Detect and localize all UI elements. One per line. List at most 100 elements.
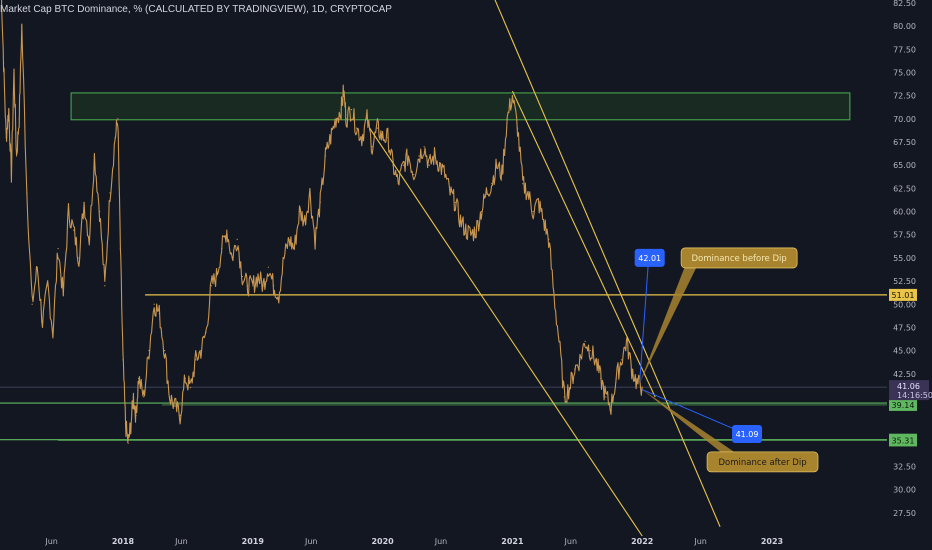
price-point xyxy=(135,414,137,417)
price-point xyxy=(470,234,472,236)
price-point xyxy=(174,405,176,407)
trendline-3 xyxy=(511,90,656,398)
x-tick-label: Jun xyxy=(434,537,448,546)
price-point xyxy=(366,118,368,120)
price-point xyxy=(99,210,101,213)
price-point xyxy=(527,192,529,194)
value-box-bg xyxy=(634,248,665,267)
x-tick-label: 2020 xyxy=(371,537,394,546)
price-point xyxy=(579,359,581,361)
price-point xyxy=(67,210,70,213)
price-point xyxy=(200,350,202,352)
price-point xyxy=(631,368,633,370)
price-point xyxy=(319,201,321,203)
price-point xyxy=(104,285,106,287)
price-point xyxy=(262,285,264,287)
price-point xyxy=(117,118,119,120)
y-tick-label: 57.50 xyxy=(893,231,916,240)
price-point xyxy=(558,340,560,342)
price-point xyxy=(600,377,602,380)
x-tick-label: 2019 xyxy=(242,537,265,546)
price-point xyxy=(444,173,446,176)
y-tick-label: 45.00 xyxy=(893,347,916,356)
y-tick-label: 32.50 xyxy=(893,462,916,471)
axis-tag-label: 39.14 xyxy=(892,401,915,410)
price-point xyxy=(109,192,111,194)
y-tick-label: 67.50 xyxy=(893,138,916,147)
price-point xyxy=(407,155,410,157)
price-point xyxy=(506,118,508,120)
price-point xyxy=(361,136,363,139)
callout-label: Dominance before Dip xyxy=(691,254,786,264)
price-point xyxy=(330,136,332,139)
axis-tag-label: 35.31 xyxy=(892,436,915,445)
price-point xyxy=(465,229,467,231)
price-point xyxy=(26,192,28,194)
price-point xyxy=(620,359,623,361)
price-point xyxy=(247,285,249,287)
price-point xyxy=(132,396,134,398)
price-point xyxy=(537,201,539,203)
price-point xyxy=(122,359,124,361)
y-tick-label: 80.00 xyxy=(893,22,916,31)
price-point xyxy=(47,285,49,287)
price-point xyxy=(241,275,244,278)
x-tick-label: 2018 xyxy=(112,537,135,546)
y-tick-label: 60.00 xyxy=(893,208,916,217)
callout-pointer xyxy=(639,265,698,384)
y-tick-label: 52.50 xyxy=(893,277,916,286)
price-point xyxy=(283,257,285,259)
y-tick-label: 82.50 xyxy=(893,0,916,8)
price-point xyxy=(371,146,373,148)
y-tick-label: 30.00 xyxy=(893,486,916,495)
price-point xyxy=(589,350,591,352)
price-point xyxy=(324,155,327,157)
price-point xyxy=(314,238,316,240)
price-point xyxy=(511,95,513,97)
x-tick-label: Jun xyxy=(174,537,188,546)
trendline-1 xyxy=(369,127,643,537)
price-point xyxy=(449,192,451,194)
current-price-tag xyxy=(889,380,929,401)
price-point xyxy=(88,238,90,240)
price-point xyxy=(392,164,394,166)
price-point xyxy=(433,155,436,157)
price-point xyxy=(184,377,186,380)
price-point xyxy=(485,192,488,194)
price-point xyxy=(288,238,290,240)
price-point xyxy=(340,109,342,111)
price-point xyxy=(626,340,628,342)
price-point xyxy=(179,414,181,417)
y-tick-label: 65.00 xyxy=(893,161,916,170)
axis-tag-51.01 xyxy=(889,288,917,301)
price-point xyxy=(195,359,197,361)
price-point xyxy=(454,201,456,203)
price-point xyxy=(423,146,425,148)
price-point xyxy=(516,127,519,129)
chart-title: Market Cap BTC Dominance, % (CALCULATED … xyxy=(0,4,392,15)
price-point xyxy=(413,173,415,176)
y-tick-label: 72.50 xyxy=(893,92,916,101)
price-point xyxy=(205,331,207,333)
y-tick-label: 62.50 xyxy=(893,184,916,193)
price-point xyxy=(36,266,38,268)
value-box-label: 41.09 xyxy=(736,430,759,439)
price-point xyxy=(428,164,430,166)
price-point xyxy=(501,173,503,176)
price-point xyxy=(221,248,223,250)
price-point xyxy=(163,350,166,352)
callout-label: Dominance after Dip xyxy=(719,458,807,468)
price-point xyxy=(402,164,404,166)
price-point xyxy=(210,285,212,287)
price-point xyxy=(18,118,20,120)
price-point xyxy=(31,303,33,305)
price-point xyxy=(21,25,23,27)
price-point xyxy=(130,424,132,426)
y-tick-label: 47.50 xyxy=(893,323,916,332)
price-series xyxy=(1,0,643,443)
y-tick-label: 42.50 xyxy=(893,370,916,379)
price-point xyxy=(636,382,638,384)
price-point xyxy=(114,136,116,139)
current-price-label: 41.06 xyxy=(897,382,920,391)
